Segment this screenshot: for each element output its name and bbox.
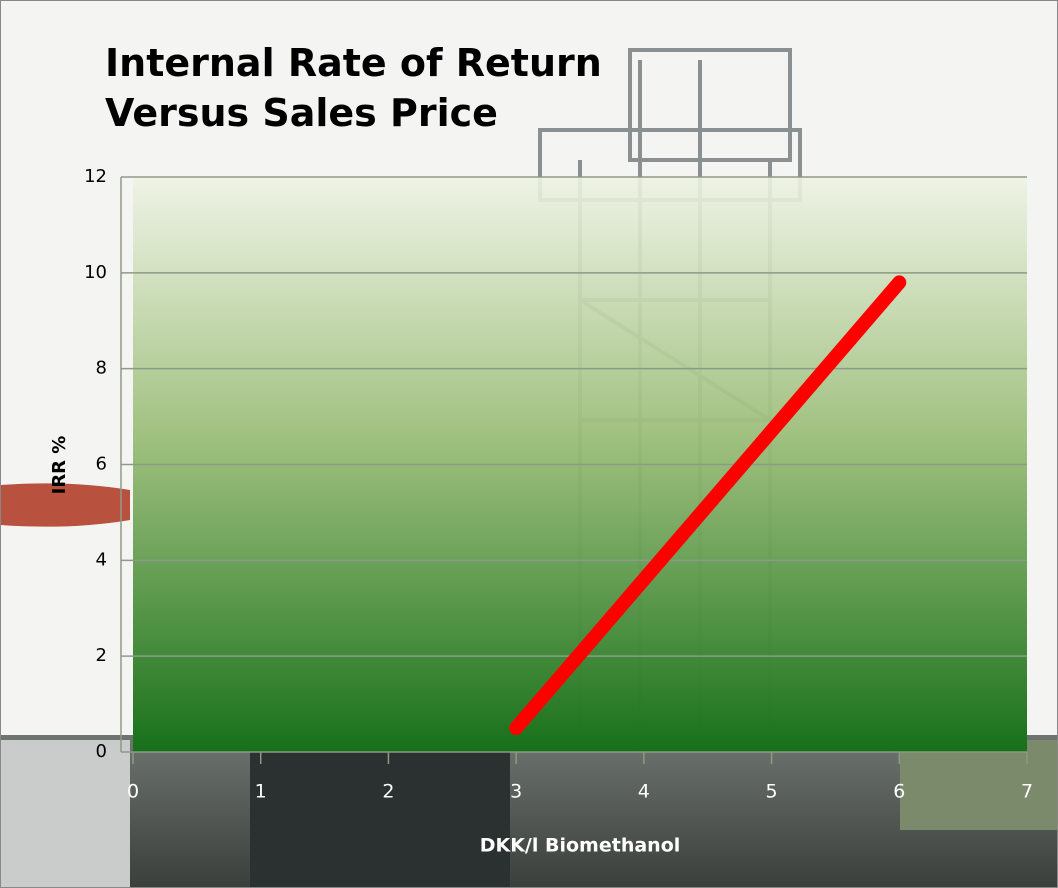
x-tick-label: 3 bbox=[510, 781, 522, 803]
photo-tank-base bbox=[0, 740, 130, 888]
y-tick-label: 0 bbox=[96, 741, 107, 762]
y-tick-label: 8 bbox=[96, 358, 107, 379]
x-tick-label: 2 bbox=[382, 781, 394, 803]
y-tick-label: 12 bbox=[84, 166, 107, 187]
slide: IRR % DKK/l Biomethanol 0246810120123456… bbox=[0, 0, 1058, 888]
y-tick-label: 4 bbox=[96, 549, 107, 570]
photo-building bbox=[250, 745, 510, 888]
y-tick-label: 2 bbox=[96, 645, 107, 666]
x-tick-label: 7 bbox=[1021, 781, 1033, 803]
x-axis-title: DKK/l Biomethanol bbox=[480, 835, 681, 857]
x-tick-label: 6 bbox=[893, 781, 905, 803]
y-axis-title: IRR % bbox=[49, 436, 70, 495]
x-tick-label: 5 bbox=[766, 781, 778, 803]
x-tick-label: 4 bbox=[638, 781, 650, 803]
y-tick-label: 10 bbox=[84, 262, 107, 283]
photo-grass bbox=[900, 740, 1058, 830]
x-tick-label: 1 bbox=[255, 781, 267, 803]
x-tick-label: 0 bbox=[127, 781, 139, 803]
chart-title: Internal Rate of Return Versus Sales Pri… bbox=[105, 38, 605, 138]
y-tick-label: 6 bbox=[96, 454, 107, 475]
